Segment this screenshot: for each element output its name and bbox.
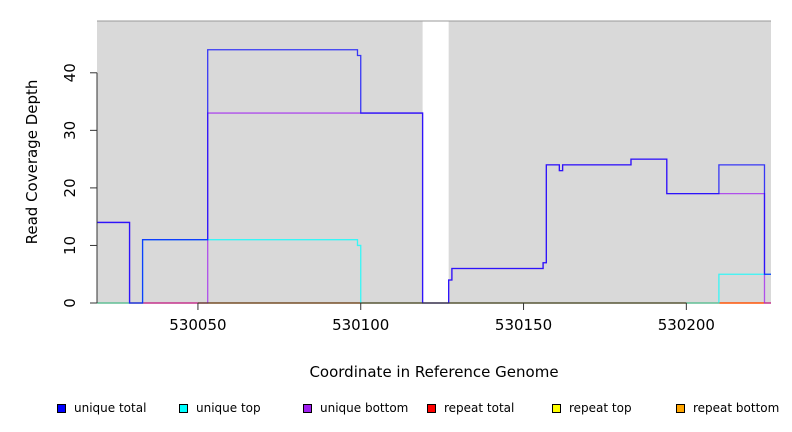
y-tick-label: 40 — [61, 63, 79, 82]
legend-swatch — [303, 403, 312, 413]
legend-label: repeat total — [444, 401, 515, 415]
x-tick-label: 530100 — [332, 316, 389, 334]
legend-item: unique total — [57, 401, 146, 415]
legend: unique total unique top unique bottom repea… — [0, 401, 792, 417]
legend-label: repeat top — [569, 401, 632, 415]
legend-item: unique bottom — [303, 401, 408, 415]
y-axis-label: Read Coverage Depth — [23, 80, 41, 245]
legend-item: repeat total — [427, 401, 514, 415]
legend-label: repeat bottom — [693, 401, 780, 415]
legend-item: unique top — [179, 401, 261, 415]
legend-swatch — [676, 403, 685, 413]
gap-region — [422, 21, 449, 304]
y-tick-label: 30 — [61, 121, 79, 140]
legend-label: unique total — [74, 401, 147, 415]
x-tick-label: 530050 — [169, 316, 226, 334]
legend-swatch — [179, 403, 188, 413]
legend-swatch — [427, 403, 436, 413]
legend-swatch — [552, 403, 561, 413]
y-tick-label: 20 — [61, 178, 79, 197]
y-tick-label: 10 — [61, 236, 79, 255]
legend-label: unique bottom — [320, 401, 409, 415]
x-tick-label: 530150 — [495, 316, 552, 334]
x-axis-label: Coordinate in Reference Genome — [309, 363, 558, 381]
y-tick-label: 0 — [61, 298, 79, 308]
legend-item: repeat bottom — [676, 401, 779, 415]
legend-swatch — [57, 403, 66, 413]
legend-item: repeat top — [552, 401, 632, 415]
legend-label: unique top — [196, 401, 261, 415]
series-line-unique-total — [97, 49, 771, 304]
x-tick-label: 530200 — [658, 316, 715, 334]
